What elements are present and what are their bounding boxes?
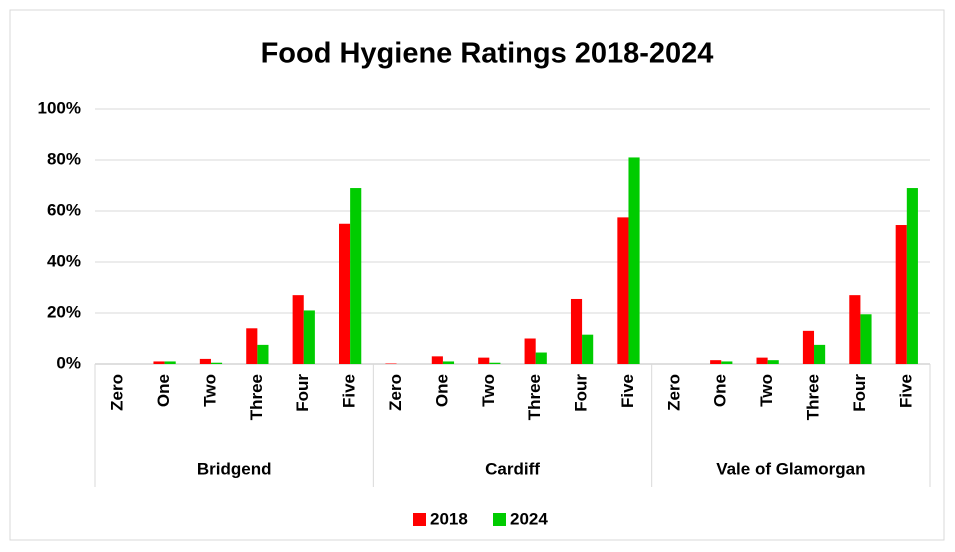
x-tick-label: One (432, 374, 451, 407)
bar (303, 310, 315, 364)
x-tick-label: Three (525, 374, 544, 420)
y-tick-label: 100% (38, 98, 81, 117)
y-tick-label: 0% (56, 353, 81, 372)
bar (767, 360, 779, 364)
x-tick-label: One (711, 374, 730, 407)
bar (860, 314, 872, 364)
x-tick-label: Four (850, 374, 869, 412)
legend-swatch (493, 513, 506, 526)
bar (814, 344, 826, 364)
x-tick-label: Two (757, 374, 776, 407)
bar (350, 188, 362, 364)
group-label: Cardiff (485, 459, 540, 478)
bar (849, 295, 861, 364)
bar (153, 361, 165, 364)
bar (210, 362, 223, 364)
bar (442, 361, 455, 364)
x-tick-label: Zero (664, 374, 683, 411)
y-tick-label: 40% (47, 251, 81, 270)
bar (570, 298, 583, 364)
bar (721, 361, 733, 364)
x-tick-label: Zero (386, 374, 405, 411)
bar (478, 357, 490, 364)
x-tick-label: Five (340, 374, 359, 408)
chart-border (9, 9, 945, 541)
bar (895, 225, 907, 364)
bar (535, 352, 547, 364)
bar (489, 362, 501, 364)
x-tick-label: Three (804, 374, 823, 420)
bar (385, 363, 397, 364)
group-label: Bridgend (197, 459, 272, 478)
chart-title: Food Hygiene Ratings 2018-2024 (261, 38, 714, 70)
x-tick-label: One (154, 374, 173, 407)
bar (164, 361, 176, 364)
legend-label: 2018 (430, 509, 468, 528)
y-tick-label: 20% (47, 302, 81, 321)
bar (431, 356, 443, 364)
x-tick-label: Three (247, 374, 266, 420)
bar (756, 357, 768, 364)
legend-label: 2024 (510, 509, 548, 528)
legend-swatch (413, 513, 426, 526)
bar (339, 223, 351, 364)
bar (257, 344, 269, 364)
bar (246, 328, 258, 364)
x-tick-label: Two (479, 374, 498, 407)
bar (617, 217, 629, 364)
x-tick-label: Zero (108, 374, 127, 411)
bar (524, 338, 536, 364)
bar (906, 188, 918, 364)
x-tick-label: Five (618, 374, 637, 408)
x-tick-label: Four (293, 374, 312, 412)
bar (710, 360, 722, 364)
bar (802, 330, 815, 364)
group-label: Vale of Glamorgan (716, 459, 865, 478)
y-tick-label: 60% (47, 200, 81, 219)
y-tick-label: 80% (47, 149, 81, 168)
x-tick-label: Five (896, 374, 915, 408)
x-tick-label: Two (200, 374, 219, 407)
bar (292, 295, 304, 364)
bar (199, 358, 211, 364)
bar (628, 157, 640, 364)
x-tick-label: Four (572, 374, 591, 412)
bar (582, 334, 594, 364)
